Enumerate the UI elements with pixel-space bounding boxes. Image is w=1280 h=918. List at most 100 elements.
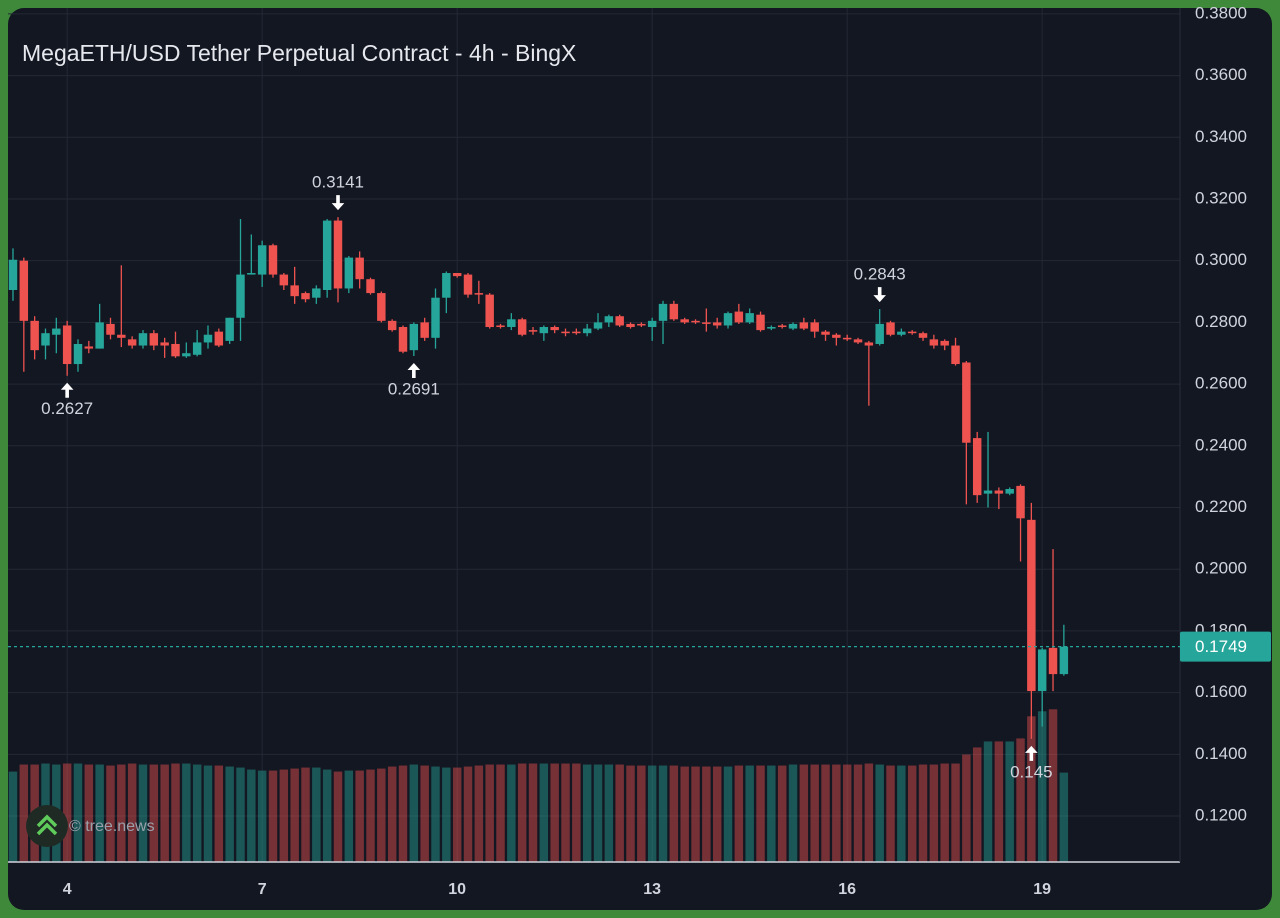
volume-bar [322, 769, 332, 862]
annotations: 0.2627 0.3141 0.2691 0.2843 0.145 [41, 173, 1052, 782]
candle-body [734, 311, 744, 323]
last-price-label: 0.1749 [1195, 637, 1247, 656]
y-tick-label: 0.2200 [1195, 497, 1247, 516]
volume-bar [1059, 772, 1069, 862]
volume-bar [182, 763, 191, 862]
candle-body [821, 331, 830, 335]
volume-bar [734, 765, 744, 862]
candle-body [647, 320, 657, 328]
candle-body [463, 274, 473, 295]
price-annotation: 0.2627 [41, 382, 93, 418]
volume-bar [474, 765, 484, 862]
candle-body [485, 294, 494, 328]
volume-bar [333, 771, 343, 862]
price-annotation: 0.2843 [854, 265, 906, 303]
volume-bar [669, 765, 679, 862]
candle-body [1016, 485, 1025, 519]
candle-body [929, 339, 939, 346]
volume-bar [1048, 709, 1058, 862]
candle-body [106, 323, 115, 335]
x-tick-label: 19 [1033, 881, 1051, 898]
volume-bar [550, 763, 559, 862]
candle-body [702, 322, 711, 324]
volume-bar [463, 766, 473, 862]
candle-body [864, 342, 874, 346]
candle-body [420, 322, 429, 338]
volume-bar [409, 764, 419, 862]
volume-bar [420, 765, 429, 862]
volume-bar [637, 765, 646, 862]
candle-body [777, 325, 787, 328]
volume-bar [19, 764, 29, 862]
candle-body [907, 331, 917, 334]
candle-body [842, 337, 852, 340]
volume-bar [117, 764, 126, 862]
annotation-arrow [407, 363, 421, 379]
volume-bar [290, 768, 299, 862]
volume-bar [767, 765, 776, 862]
candle-body [474, 293, 484, 295]
candle-body [73, 343, 83, 365]
candle-body [832, 334, 841, 338]
y-tick-label: 0.3600 [1195, 65, 1247, 84]
candle-body [626, 323, 635, 328]
volume-bar [95, 764, 104, 862]
volume-bar [604, 764, 614, 862]
watermark-text: © tree.news [69, 818, 155, 835]
volume-bar [929, 764, 939, 862]
volume-bar [983, 741, 993, 862]
y-tick-label: 0.1200 [1195, 806, 1247, 825]
volume-bar [355, 770, 364, 862]
volume-bar [127, 763, 137, 862]
volume-bar [691, 766, 700, 862]
volume-bar [366, 769, 375, 862]
volume-bar [539, 763, 549, 862]
candle-body [62, 325, 72, 365]
x-tick-label: 10 [448, 881, 466, 898]
volume-bar [225, 766, 234, 862]
candle-body [875, 323, 884, 344]
candle-body [84, 346, 94, 349]
candle-body [398, 327, 408, 352]
volume-bar [799, 764, 809, 862]
candle-body [669, 303, 679, 320]
y-tick-label: 0.3200 [1195, 188, 1247, 207]
y-tick-label: 0.2400 [1195, 435, 1247, 454]
candle-body [117, 334, 126, 338]
volume-bar [528, 763, 538, 862]
watermark-icon [36, 814, 58, 836]
volume-bar [864, 763, 874, 862]
volume-bar [268, 770, 278, 862]
annotation-label: 0.3141 [312, 173, 364, 192]
candle-body [214, 331, 224, 346]
volume-bar [994, 741, 1004, 862]
annotation-label: 0.2691 [388, 380, 440, 399]
candles [8, 217, 1069, 739]
volume-bar [452, 767, 462, 862]
volume-bar [561, 763, 570, 862]
candle-body [8, 259, 18, 290]
candle-body [615, 316, 624, 326]
volume-bar [257, 770, 267, 862]
volume-bar [756, 765, 765, 862]
candle-body [810, 322, 819, 332]
volume-bar [821, 764, 830, 862]
candle-body [301, 293, 310, 300]
volume-bar [62, 763, 72, 862]
volume-bar [907, 765, 917, 862]
volume-bar [745, 765, 754, 862]
candle-body [387, 320, 397, 331]
candle-body [149, 333, 159, 346]
candle-body [41, 333, 50, 346]
candle-body [528, 330, 538, 332]
volume-bar [582, 764, 592, 862]
candle-body [257, 245, 267, 275]
volume-bar [279, 769, 289, 862]
annotation-label: 0.145 [1010, 762, 1053, 781]
annotation-label: 0.2843 [854, 265, 906, 284]
volume-bar [1037, 711, 1047, 862]
candle-body [1027, 519, 1036, 692]
volume-bar [897, 765, 906, 862]
x-tick-label: 4 [63, 881, 72, 898]
